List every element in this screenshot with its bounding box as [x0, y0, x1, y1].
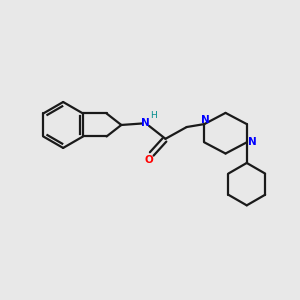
Text: O: O [145, 155, 154, 165]
Text: N: N [141, 118, 150, 128]
Text: H: H [150, 111, 157, 120]
Text: N: N [201, 115, 210, 125]
Text: N: N [248, 137, 256, 147]
